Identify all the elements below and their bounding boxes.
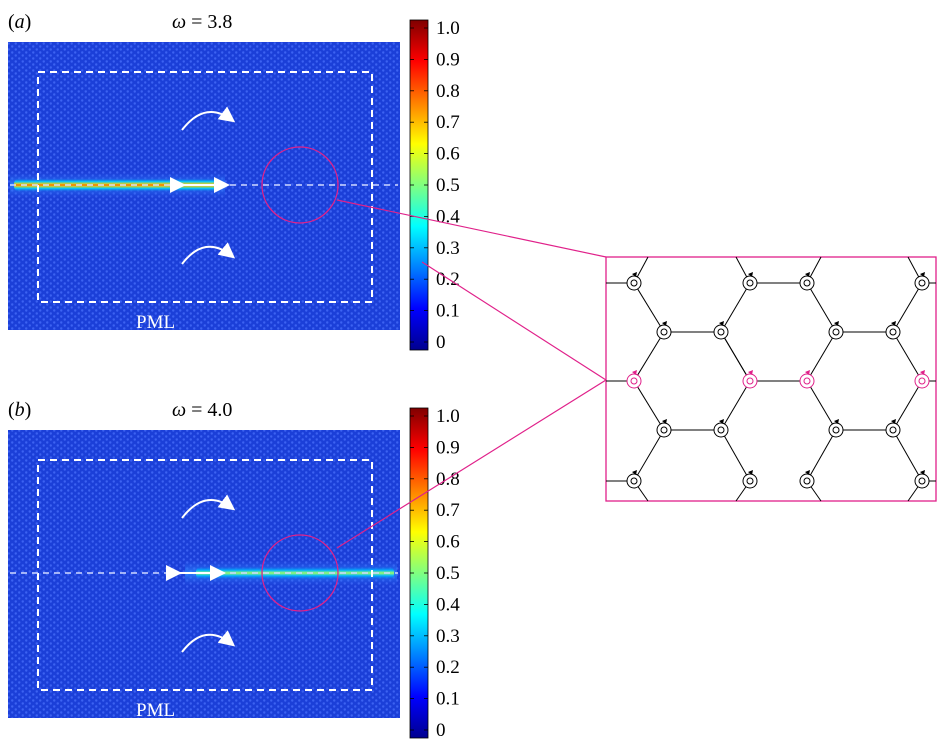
zoom-inset: [605, 256, 937, 502]
rotation-ccw-icon: [181, 494, 236, 519]
zoom-connector-b: [336, 379, 607, 549]
pml-label-a: PML: [136, 312, 175, 333]
lattice-bond: [720, 331, 751, 382]
gyroscope-icon: [656, 419, 672, 438]
colorbar-tick-label: 0.4: [436, 594, 460, 615]
colorbar-tick-label: 0: [436, 332, 446, 353]
lattice-bond: [806, 380, 837, 431]
colorbar-tick-label: 0.9: [436, 437, 460, 458]
gyroscope-icon: [828, 321, 844, 340]
lattice-bond: [806, 331, 837, 382]
lattice-bond: [720, 380, 751, 431]
gyroscope-icon: [799, 370, 815, 389]
lattice-bond: [892, 331, 923, 382]
colorbar-tick-label: 0.7: [436, 500, 460, 521]
colorbar-tick-label: 1.0: [436, 18, 460, 39]
gyroscope-icon: [656, 321, 672, 340]
colorbar-tick-label: 0.8: [436, 81, 460, 102]
pml-boundary-b: [37, 459, 373, 691]
pml-boundary-a: [37, 71, 373, 303]
rotation-cw-icon: [181, 630, 236, 653]
colorbar-ticks-b: 1.00.90.80.70.60.50.40.30.20.10: [410, 406, 460, 741]
gyroscope-icon: [626, 370, 642, 389]
panel-b-omega: ω = 4.0: [172, 399, 232, 421]
gyroscope-icon: [885, 321, 901, 340]
edge-wave-b: [196, 566, 394, 580]
gyroscope-icon: [799, 272, 815, 291]
lattice-bond: [633, 282, 665, 333]
gyroscope-icon: [742, 370, 758, 389]
gyroscope-icon: [828, 419, 844, 438]
lattice-bond: [892, 282, 923, 333]
lattice-bond: [633, 331, 665, 382]
lattice-bond: [633, 380, 665, 431]
colorbar-tick-label: 0.1: [436, 689, 460, 710]
lattice-bond: [806, 282, 837, 333]
gyroscope-icon: [799, 470, 815, 489]
inset-frame: [605, 256, 937, 502]
pml-label-b: PML: [136, 700, 175, 721]
lattice-bond: [633, 429, 665, 482]
zoom-connector-bottom-a: [421, 261, 607, 381]
zoom-circle-a: [261, 146, 339, 224]
colorbar-ticks-a: 1.0 0.9 0.8 0.7 0.6 0.5 0.4 0.3 0.2 0.1 0: [410, 18, 460, 353]
colorbar-tick-label: 0.9: [436, 49, 460, 70]
gyroscope-icon: [742, 272, 758, 291]
panel-a-omega: ω = 3.8: [172, 11, 232, 33]
colorbar-tick-label: 0.5: [436, 175, 460, 196]
colorbar-tick-label: 0.7: [436, 112, 460, 133]
edge-wave-a: [14, 178, 220, 192]
gyroscope-icon: [914, 370, 930, 389]
hexagonal-lattice: [606, 256, 936, 502]
colorbar-tick-label: 1.0: [436, 406, 460, 427]
lattice-bond: [892, 429, 923, 482]
rotation-ccw-icon: [181, 106, 236, 131]
lattice-bond: [806, 429, 837, 482]
colorbar-tick-label: 0.3: [436, 238, 460, 259]
gyroscope-icon: [885, 419, 901, 438]
gyroscope-icon: [626, 272, 642, 291]
gyroscope-icon: [713, 321, 729, 340]
gyroscope-icon: [626, 470, 642, 489]
panel-b-label: (b): [8, 399, 31, 421]
panel-a-label: (a): [8, 11, 31, 33]
panel-b: (b) ω = 4.0 PML 1.00.90.80.70.60.50.40.3…: [8, 399, 460, 741]
zoom-connector-top-a: [336, 199, 607, 258]
gyroscope-icon: [914, 272, 930, 291]
colorbar-tick-label: 0.1: [436, 301, 460, 322]
panel-a: (a) ω = 3.8 PML 1.0 0.9 0.8 0.7 0.6 0.5 0.4 0.3…: [8, 11, 460, 353]
colorbar-tick-label: 0.2: [436, 269, 460, 290]
lattice-bond: [720, 282, 751, 333]
colorbar-tick-label: 0.6: [436, 144, 460, 165]
gyroscope-icon: [713, 419, 729, 438]
colorbar-tick-label: 0: [436, 720, 446, 741]
colorbar-tick-label: 0.3: [436, 626, 460, 647]
zoom-circle-b: [261, 534, 339, 612]
colorbar-tick-label: 0.4: [436, 206, 460, 227]
colorbar-tick-label: 0.6: [436, 532, 460, 553]
lattice-bond: [720, 429, 751, 482]
colorbar-tick-label: 0.5: [436, 563, 460, 584]
gyroscope-icon: [914, 470, 930, 489]
lattice-bond: [892, 380, 923, 431]
gyroscope-icon: [742, 470, 758, 489]
colorbar-tick-label: 0.2: [436, 657, 460, 678]
rotation-cw-icon: [181, 242, 236, 265]
